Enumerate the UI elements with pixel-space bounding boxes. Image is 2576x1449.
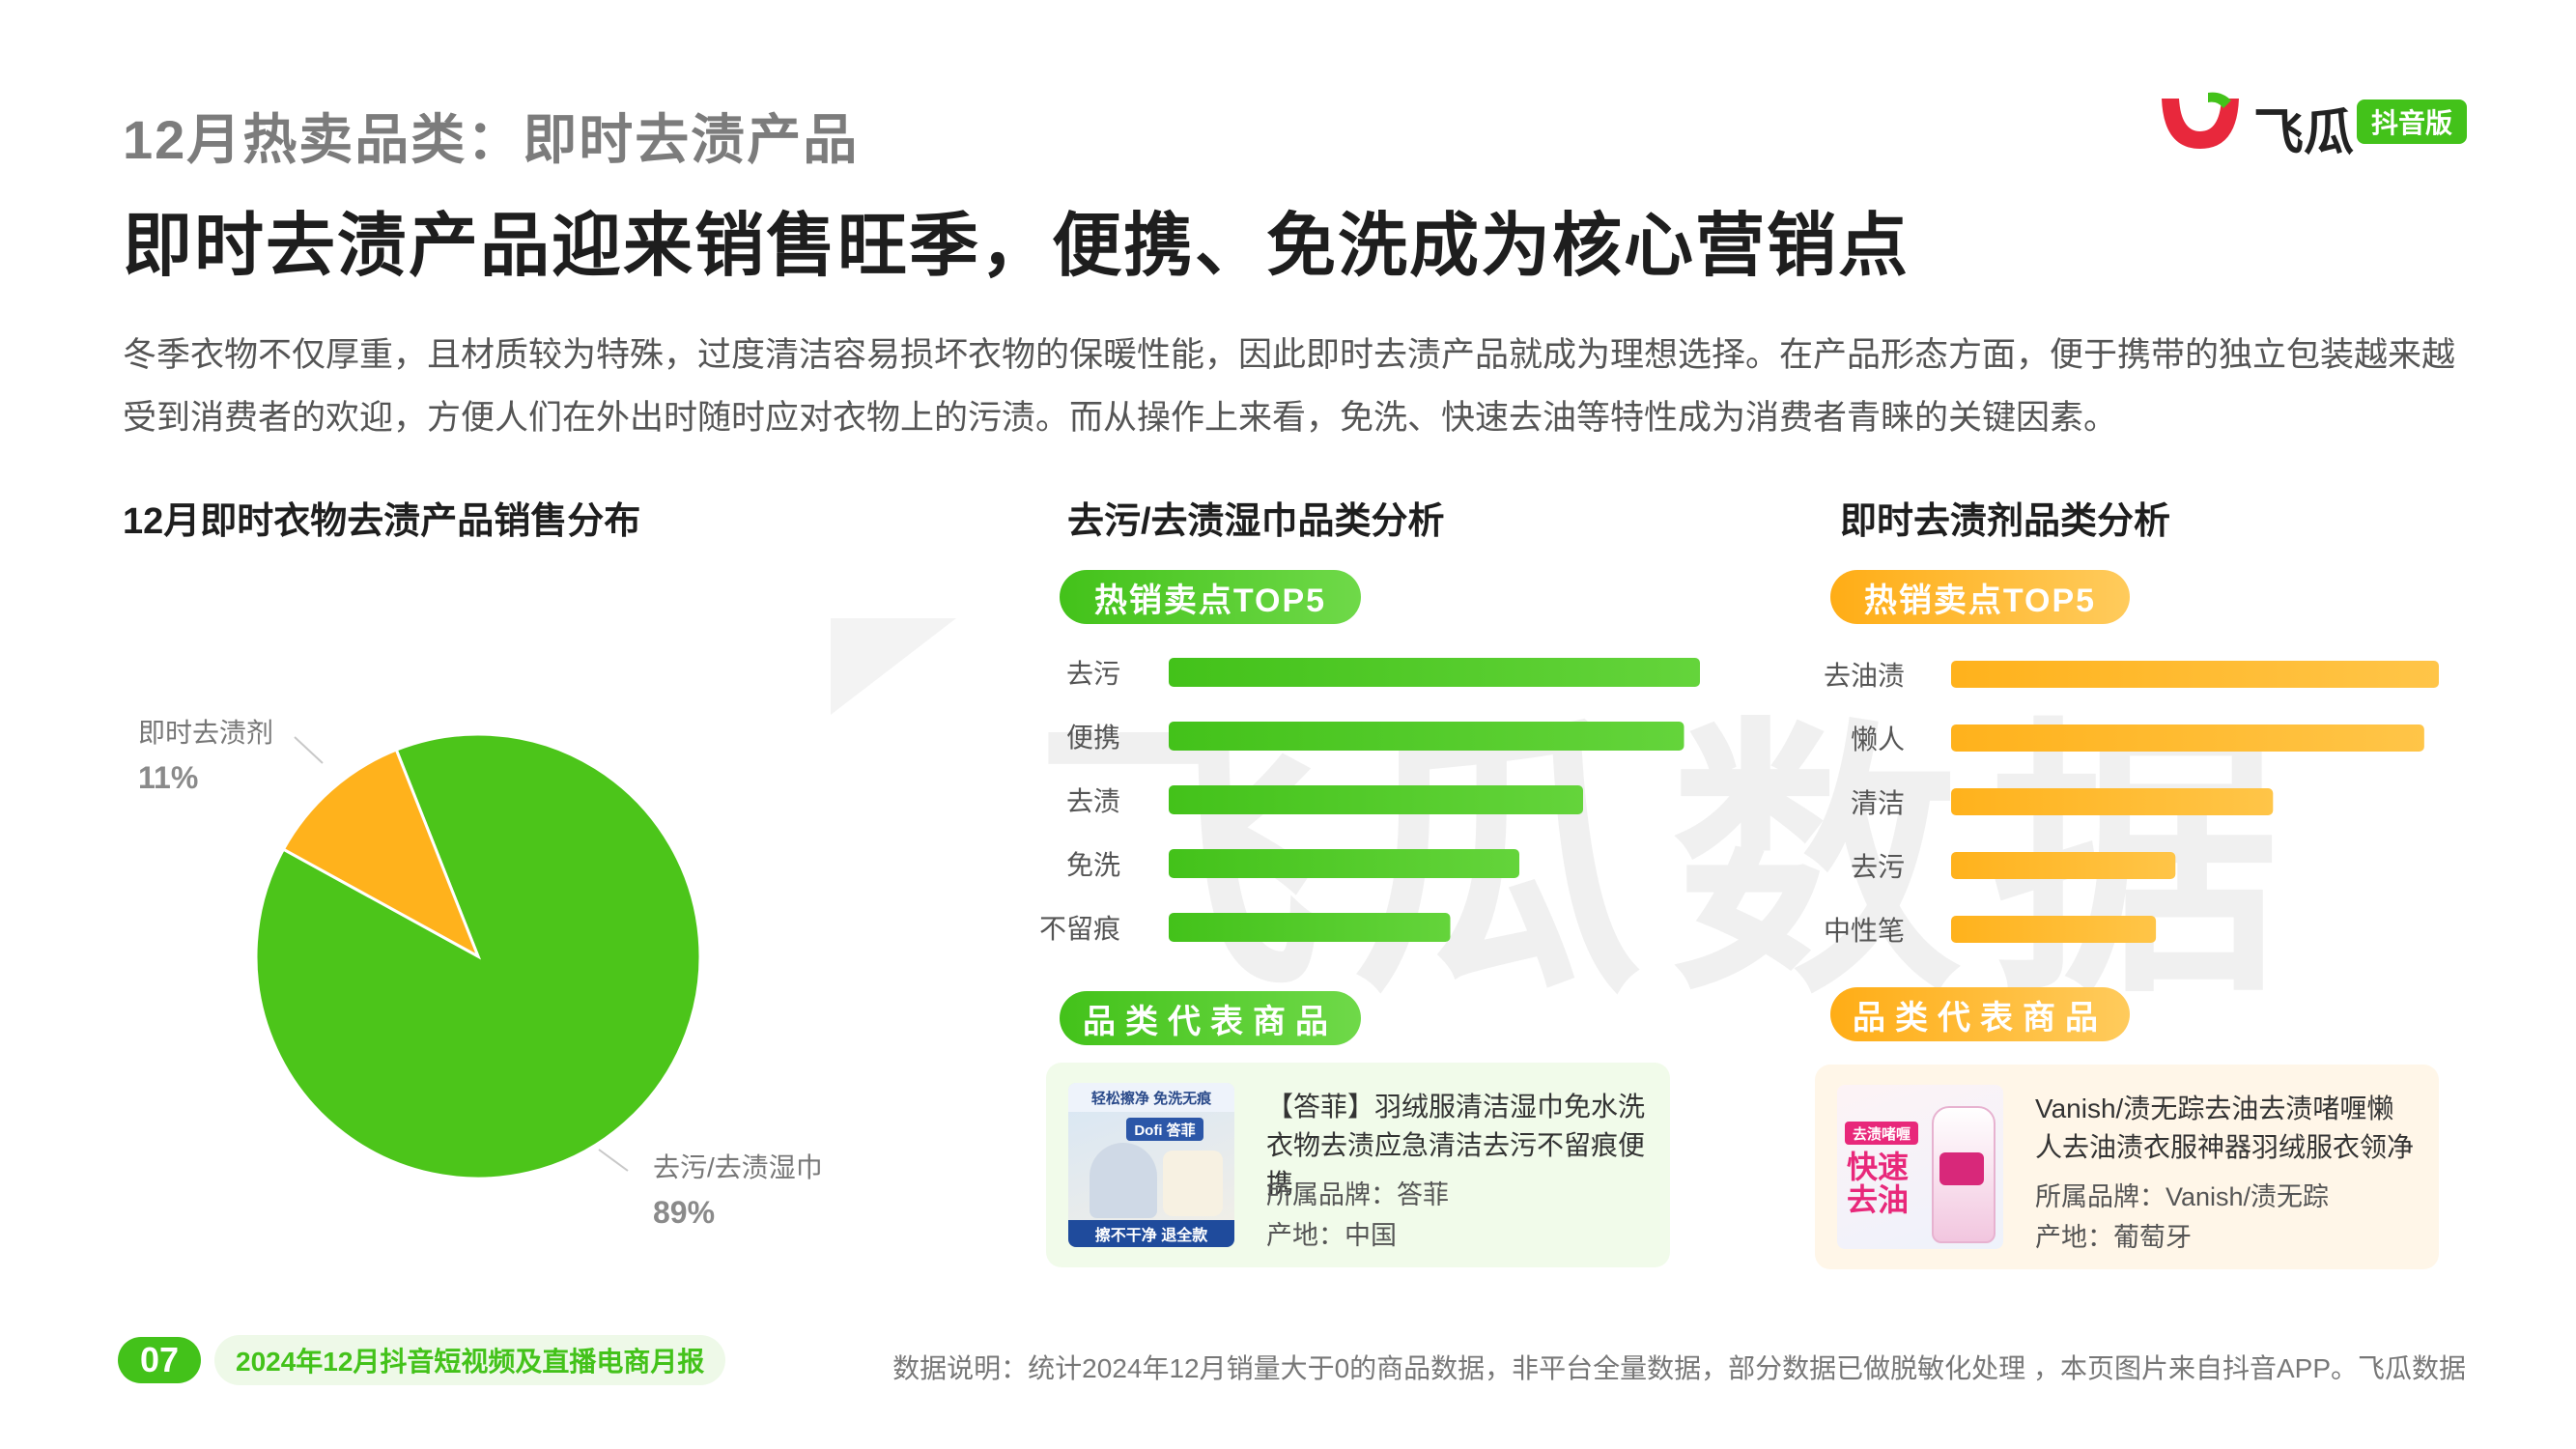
bar-label: 去渍 bbox=[1066, 786, 1120, 816]
bar-label: 免洗 bbox=[1066, 850, 1120, 880]
bar-label: 便携 bbox=[1066, 723, 1120, 753]
product-title[interactable]: 【答菲】羽绒服清洁湿巾免水洗衣物去渍应急清洁去污不留痕便携 bbox=[1266, 1092, 1646, 1199]
left-panel-title: 12月即时衣物去渍产品销售分布 bbox=[123, 501, 641, 542]
pie-leader-gel bbox=[294, 736, 324, 764]
bar bbox=[1951, 852, 2176, 879]
bar bbox=[1169, 849, 1519, 878]
report-name: 2024年12月抖音短视频及直播电商月报 bbox=[214, 1335, 726, 1385]
bar bbox=[1169, 913, 1451, 942]
product-image-caption-top: 轻松擦净 免洗无痕 bbox=[1068, 1083, 1234, 1112]
product-image-gel: 去渍啫喱 快速 去油 bbox=[1837, 1085, 2003, 1249]
product-brand: 所属品牌：答菲 bbox=[1266, 1180, 1449, 1209]
pie-label-gel: 即时去渍剂 bbox=[138, 718, 273, 748]
right-product-card[interactable]: 去渍啫喱 快速 去油 Vanish/渍无踪去油去渍啫喱懒人去油渍衣服神器羽绒服衣… bbox=[1815, 1065, 2439, 1269]
bar bbox=[1951, 788, 2274, 815]
middle-product-card[interactable]: 轻松擦净 免洗无痕 Dofi 答菲 擦不干净 退全款 【答菲】羽绒服清洁湿巾免水… bbox=[1046, 1063, 1670, 1267]
middle-top5-pill: 热销卖点TOP5 bbox=[1060, 570, 1361, 624]
right-panel-title: 即时去渍剂品类分析 bbox=[1840, 501, 2171, 542]
page-title: 即时去渍产品迎来销售旺季，便携、免洗成为核心营销点 bbox=[123, 208, 1911, 285]
product-origin: 产地：葡萄牙 bbox=[2035, 1223, 2192, 1252]
bar bbox=[1951, 661, 2439, 688]
middle-products-pill: 品类代表商品 bbox=[1060, 991, 1361, 1045]
right-products-pill: 品类代表商品 bbox=[1830, 987, 2130, 1041]
logo-name: 飞瓜 bbox=[2253, 105, 2355, 161]
section-eyebrow: 12月热卖品类：即时去渍产品 bbox=[123, 109, 860, 170]
product-title[interactable]: Vanish/渍无踪去油去渍啫喱懒人去油渍衣服神器羽绒服衣领净 bbox=[2035, 1094, 2415, 1162]
pie-slice-gel bbox=[281, 748, 481, 960]
data-note: 数据说明：统计2024年12月销量大于0的商品数据，非平台全量数据，部分数据已做… bbox=[892, 1353, 2466, 1383]
jacket-figure bbox=[1163, 1151, 1223, 1216]
pie-label-wipes: 去污/去渍湿巾 bbox=[653, 1152, 823, 1182]
bar-label: 去油渍 bbox=[1824, 661, 1905, 691]
person-figure bbox=[1090, 1143, 1157, 1218]
bar bbox=[1169, 785, 1583, 814]
bar bbox=[1169, 658, 1700, 687]
middle-panel-title: 去污/去渍湿巾品类分析 bbox=[1067, 501, 1445, 542]
melon-logo-icon bbox=[2162, 92, 2239, 149]
bar-label: 去污 bbox=[1066, 659, 1120, 689]
pie-value-wipes: 89% bbox=[653, 1195, 715, 1230]
bar bbox=[1169, 722, 1684, 751]
product-image-headline-2: 去油 bbox=[1847, 1182, 1910, 1217]
bar-label: 懒人 bbox=[1851, 724, 1905, 754]
product-image-wipes: 轻松擦净 免洗无痕 Dofi 答菲 擦不干净 退全款 bbox=[1068, 1083, 1234, 1247]
bar bbox=[1951, 724, 2424, 752]
product-image-caption-bottom: 擦不干净 退全款 bbox=[1068, 1220, 1234, 1247]
pie-leader-wipes bbox=[598, 1149, 629, 1172]
page-number: 07 bbox=[118, 1337, 201, 1383]
bottle-label bbox=[1939, 1152, 1984, 1185]
bar-label: 中性笔 bbox=[1824, 916, 1905, 946]
product-image-headline-1: 快速 bbox=[1847, 1150, 1910, 1184]
watermark-shape bbox=[831, 618, 956, 715]
product-image-brand: Dofi 答菲 bbox=[1126, 1118, 1203, 1141]
bar-label: 清洁 bbox=[1851, 788, 1905, 818]
bar bbox=[1951, 916, 2157, 943]
bar-label: 去污 bbox=[1851, 852, 1905, 882]
bar-label: 不留痕 bbox=[1039, 914, 1120, 944]
right-top5-pill: 热销卖点TOP5 bbox=[1830, 570, 2130, 624]
pie-value-gel: 11% bbox=[138, 760, 198, 795]
page-description: 冬季衣物不仅厚重，且材质较为特殊，过度清洁容易损坏衣物的保暖性能，因此即时去渍产… bbox=[123, 336, 2456, 437]
product-origin: 产地：中国 bbox=[1266, 1221, 1397, 1250]
product-brand: 所属品牌：Vanish/渍无踪 bbox=[2035, 1182, 2330, 1211]
product-image-tag: 去渍啫喱 bbox=[1845, 1122, 1918, 1145]
pie-chart: 即时去渍剂 11% 去污/去渍湿巾 89% bbox=[138, 718, 823, 1230]
logo-badge: 抖音版 bbox=[2357, 99, 2467, 144]
